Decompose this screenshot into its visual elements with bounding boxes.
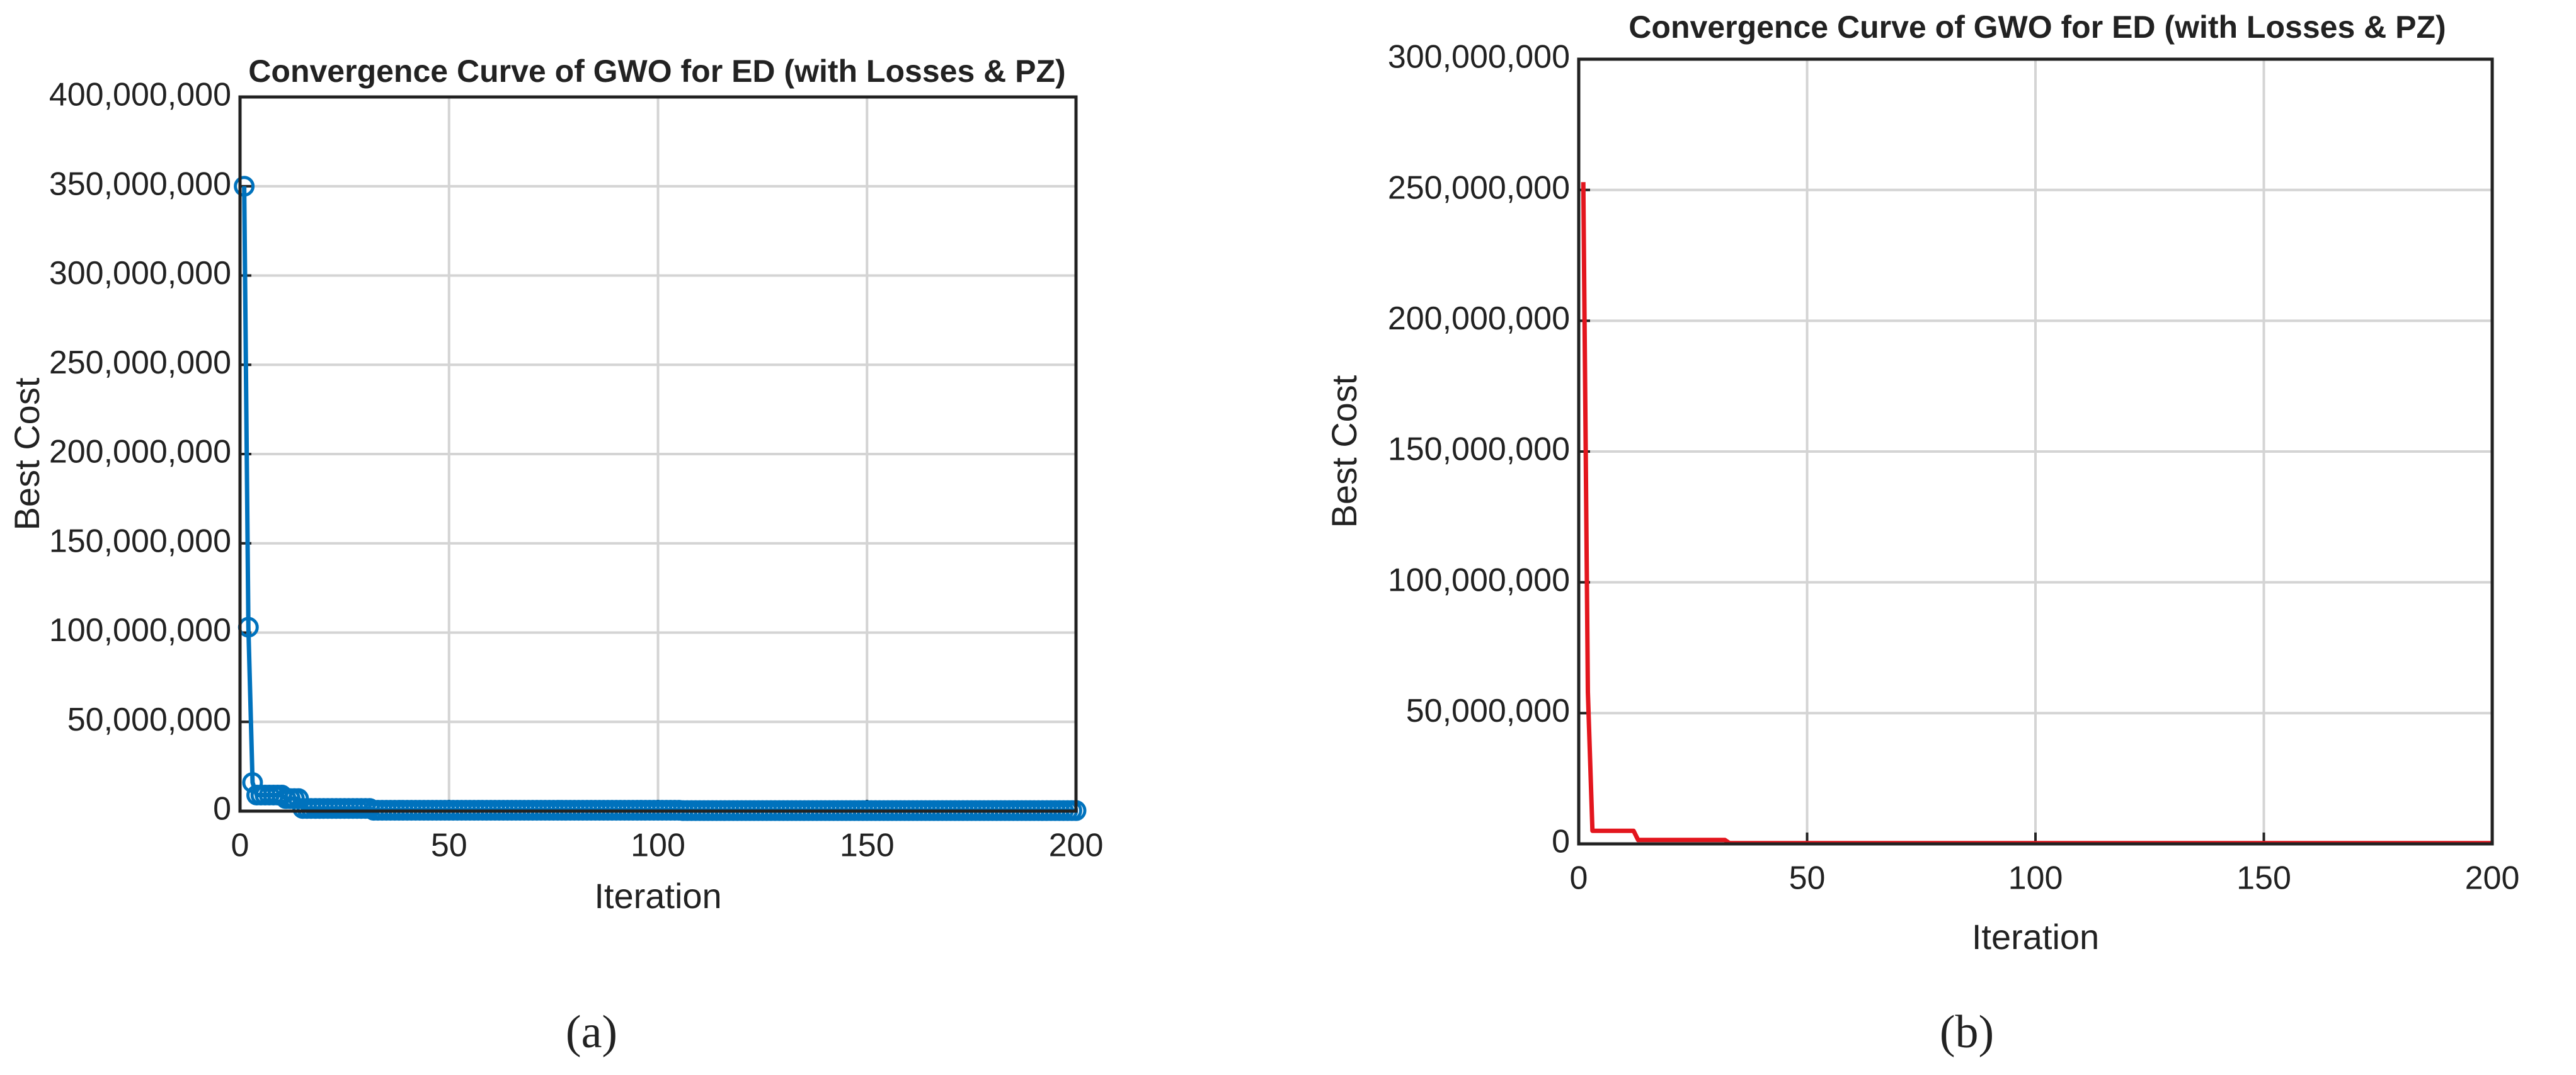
x-tick-label: 150	[840, 828, 895, 864]
x-tick-label: 100	[2008, 860, 2063, 897]
y-tick-label: 0	[1552, 824, 1570, 860]
y-tick-label: 200,000,000	[49, 434, 231, 470]
caption: (b)	[1940, 1006, 1994, 1058]
x-tick-label: 150	[2236, 860, 2291, 897]
x-axis-label: Iteration	[1972, 917, 2099, 957]
y-tick-label: 150,000,000	[49, 523, 231, 559]
x-tick-label: 50	[431, 828, 467, 864]
x-tick-label: 0	[231, 828, 249, 864]
y-tick-label: 50,000,000	[67, 702, 231, 738]
y-tick-label: 300,000,000	[49, 255, 231, 292]
y-tick-label: 200,000,000	[1388, 300, 1570, 337]
x-tick-label: 100	[631, 828, 685, 864]
y-tick-label: 100,000,000	[49, 612, 231, 649]
axes-box	[238, 95, 1078, 813]
x-tick-label: 200	[1049, 828, 1104, 864]
chart-title: Convergence Curve of GWO for ED (with Lo…	[248, 54, 1065, 89]
axes-box	[1577, 57, 2494, 846]
y-tick-label: 250,000,000	[1388, 169, 1570, 206]
y-tick-label: 300,000,000	[1388, 39, 1570, 76]
y-tick-label: 350,000,000	[49, 166, 231, 202]
chart-title: Convergence Curve of GWO for ED (with Lo…	[1629, 9, 2446, 45]
x-tick-label: 200	[2465, 860, 2520, 897]
y-tick-label: 400,000,000	[49, 77, 231, 113]
caption: (a)	[566, 1006, 617, 1058]
x-axis-label: Iteration	[594, 876, 721, 916]
x-tick-label: 0	[1570, 860, 1588, 897]
y-axis-label: Best Cost	[1324, 375, 1364, 528]
y-axis-label: Best Cost	[7, 377, 47, 530]
y-tick-label: 0	[213, 791, 231, 828]
y-tick-label: 250,000,000	[49, 344, 231, 381]
data-point	[234, 176, 255, 197]
y-tick-label: 100,000,000	[1388, 562, 1570, 598]
y-tick-label: 150,000,000	[1388, 431, 1570, 468]
x-tick-label: 50	[1789, 860, 1826, 897]
y-tick-label: 50,000,000	[1406, 693, 1570, 729]
